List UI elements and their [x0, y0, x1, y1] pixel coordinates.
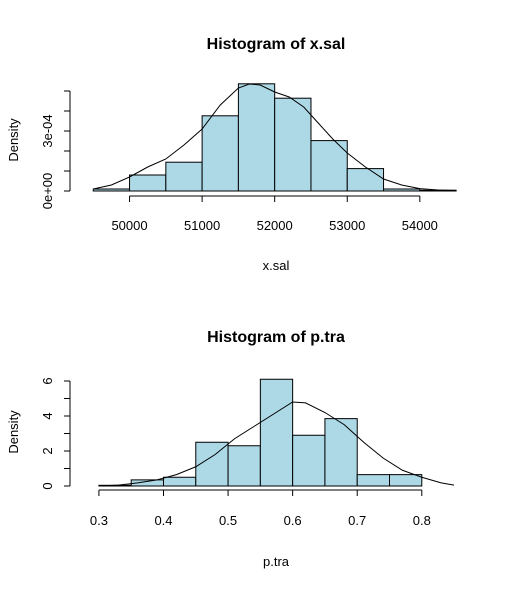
histogram-bar — [259, 378, 294, 487]
histogram-bar — [237, 83, 276, 192]
histogram-bar — [324, 418, 358, 487]
x-tick-label: 0.5 — [219, 513, 237, 528]
x-tick-label: 0.4 — [154, 513, 172, 528]
x-tick-label: 53000 — [329, 218, 365, 233]
histogram-bar — [310, 140, 348, 192]
chart-title: Histogram of p.tra — [207, 329, 345, 346]
bars-group — [92, 83, 457, 192]
x-tick-label: 51000 — [184, 218, 220, 233]
density-curve — [93, 83, 457, 192]
histogram-panel-x-sal: Histogram of x.sal 50000 51000 52000 53000 5… — [6, 36, 457, 273]
y-tick-label: 3e-04 — [40, 114, 55, 147]
y-tick-label: 4 — [40, 412, 55, 419]
x-axis-label: p.tra — [263, 554, 290, 569]
y-axis-label: Density — [6, 410, 21, 454]
histogram-bar — [195, 441, 229, 487]
histogram-bar — [274, 97, 312, 192]
y-axis-label: Density — [6, 118, 21, 162]
histogram-bar — [292, 434, 326, 487]
density-curve — [98, 401, 455, 487]
axes-group: 0.3 0.4 0.5 0.6 0.7 0.8 0 2 4 6 — [40, 377, 431, 528]
x-tick-label: 0.6 — [284, 513, 302, 528]
histogram-bar — [162, 476, 197, 487]
histogram-bar — [92, 188, 131, 192]
histogram-bar — [356, 474, 391, 487]
histogram-bar — [129, 174, 167, 192]
histogram-bar — [389, 474, 423, 487]
y-tick-label: 0 — [40, 482, 55, 489]
chart-title: Histogram of x.sal — [207, 36, 346, 53]
y-tick-label: 0e+00 — [40, 173, 55, 210]
bars-group — [98, 378, 455, 487]
histogram-bar — [383, 188, 421, 192]
x-tick-label: 50000 — [111, 218, 147, 233]
histogram-bar — [346, 168, 385, 192]
y-tick-label: 2 — [40, 447, 55, 454]
x-tick-label: 54000 — [402, 218, 438, 233]
axes-group: 50000 51000 52000 53000 54000 0e+00 3e-04 — [40, 90, 438, 233]
x-tick-label: 0.8 — [413, 513, 431, 528]
x-tick-label: 0.3 — [90, 513, 108, 528]
histogram-bar — [165, 161, 203, 192]
histogram-bar — [227, 445, 261, 487]
histogram-bar — [201, 115, 239, 192]
y-tick-label: 6 — [40, 377, 55, 384]
histogram-panel-p-tra: Histogram of p.tra 0.3 0.4 0.5 0.6 0.7 0.8 0 2 4… — [6, 329, 455, 569]
x-axis-label: x.sal — [263, 258, 290, 273]
x-tick-label: 0.7 — [348, 513, 366, 528]
x-tick-label: 52000 — [257, 218, 293, 233]
